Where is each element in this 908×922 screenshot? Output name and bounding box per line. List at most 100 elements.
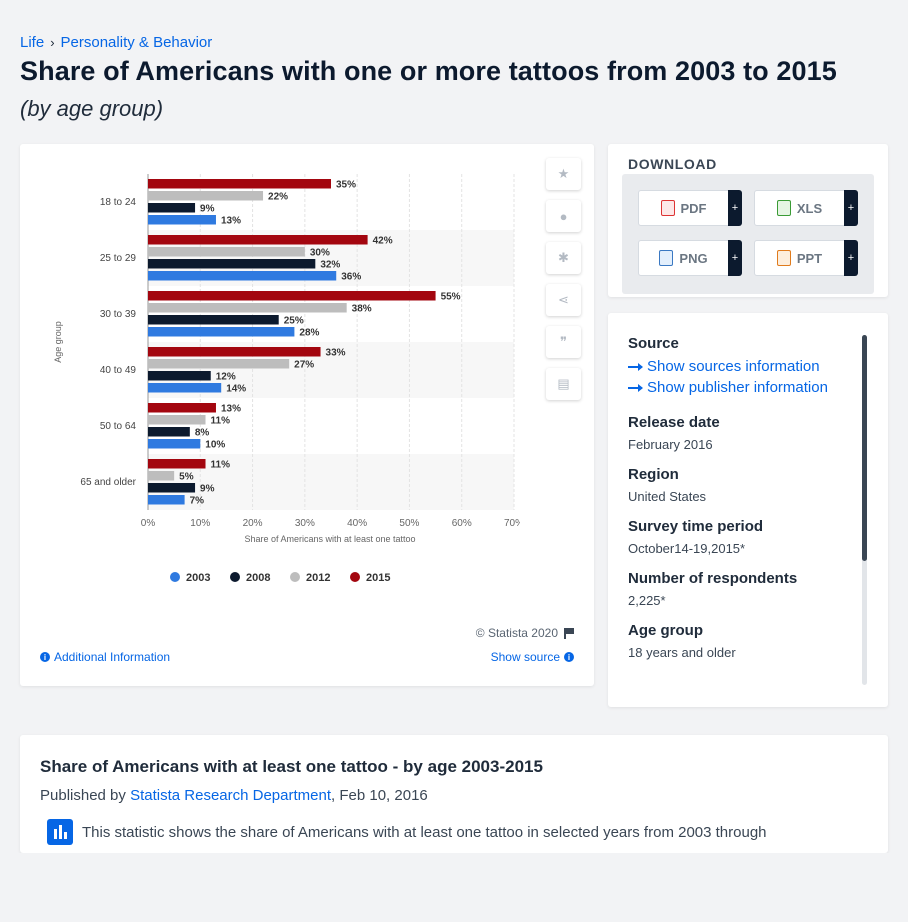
data-label: 5% <box>179 472 194 483</box>
xls-file-icon <box>776 200 791 216</box>
data-label: 8% <box>195 428 210 439</box>
png-file-icon <box>659 250 674 266</box>
download-pdf-button[interactable]: PDF + <box>638 190 742 226</box>
ppt-label: PPT <box>796 250 823 266</box>
data-label: 12% <box>216 372 236 383</box>
ppt-file-icon <box>776 250 791 266</box>
bar-2003 <box>148 271 337 281</box>
data-label: 38% <box>352 304 372 315</box>
show-sources-label: Show sources information <box>647 358 820 375</box>
bar-2008 <box>148 259 316 269</box>
legend-marker <box>350 572 360 582</box>
download-buttons: PDF + XLS + PNG + PPT + <box>622 174 874 294</box>
breadcrumb: Life › Personality & Behavior <box>20 34 212 51</box>
legend-label: 2012 <box>306 572 330 584</box>
settings-gear-icon[interactable]: ✱ <box>546 242 581 274</box>
legend-label: 2008 <box>246 572 270 584</box>
breadcrumb-personality-behavior[interactable]: Personality & Behavior <box>60 34 213 51</box>
share-icon[interactable]: ⋖ <box>546 284 581 316</box>
notification-bell-icon[interactable]: ● <box>546 200 581 232</box>
plus-icon[interactable]: + <box>728 190 742 226</box>
details-scrollbar-thumb[interactable] <box>862 335 867 561</box>
arrow-right-icon <box>628 383 643 392</box>
info-icon: i <box>40 652 50 662</box>
info-icon: i <box>564 652 574 662</box>
data-label: 25% <box>284 316 304 327</box>
download-ppt-button[interactable]: PPT + <box>754 240 858 276</box>
chart-copyright: © Statista 2020 <box>476 626 574 640</box>
page-subtitle: (by age group) <box>20 96 164 121</box>
data-label: 36% <box>341 272 361 283</box>
survey-period-heading: Survey time period <box>628 518 764 535</box>
favorite-star-icon[interactable]: ★ <box>546 158 581 190</box>
bar-2003 <box>148 383 222 393</box>
pdf-file-icon <box>660 200 675 216</box>
breadcrumb-separator: › <box>50 35 55 50</box>
x-tick-label: 0% <box>141 518 156 529</box>
x-tick-label: 40% <box>347 518 367 529</box>
bar-2012 <box>148 191 264 201</box>
report-flag-icon[interactable] <box>564 627 574 639</box>
show-publisher-link[interactable]: Show publisher information <box>628 379 858 396</box>
data-label: 9% <box>200 484 215 495</box>
age-group-value: 18 years and older <box>628 645 736 660</box>
bar-2003 <box>148 439 201 449</box>
release-date-heading: Release date <box>628 414 720 431</box>
plus-icon[interactable]: + <box>728 240 742 276</box>
arrow-right-icon <box>628 362 643 371</box>
category-label: 30 to 39 <box>100 309 137 320</box>
bar-2015 <box>148 459 206 469</box>
bar-chart: 0% 10% 20% 30% 40% 50% 60% 70% 18 to 24 35% 22% 9% 1… <box>53 174 520 584</box>
download-card: DOWNLOAD PDF + XLS + PNG + PPT + <box>608 144 888 297</box>
x-tick-label: 10% <box>190 518 210 529</box>
bar-2008 <box>148 427 190 437</box>
data-label: 10% <box>205 440 225 451</box>
published-by-label: Published by <box>40 787 126 804</box>
download-xls-button[interactable]: XLS + <box>754 190 858 226</box>
category-label: 25 to 29 <box>100 253 137 264</box>
description-title: Share of Americans with at least one tat… <box>40 757 543 776</box>
breadcrumb-life[interactable]: Life <box>20 34 45 51</box>
download-title: DOWNLOAD <box>628 156 717 172</box>
print-icon[interactable]: ▤ <box>546 368 581 400</box>
data-label: 22% <box>268 192 288 203</box>
bar-2008 <box>148 315 279 325</box>
plus-icon[interactable]: + <box>844 240 858 276</box>
legend-marker <box>230 572 240 582</box>
show-sources-link[interactable]: Show sources information <box>628 358 858 375</box>
pdf-label: PDF <box>680 200 707 216</box>
data-label: 55% <box>441 292 461 303</box>
legend-marker <box>170 572 180 582</box>
show-source-label: Show source <box>490 650 560 664</box>
additional-information-link[interactable]: i Additional Information <box>40 650 170 664</box>
page-title: Share of Americans with one or more tatt… <box>20 56 837 86</box>
plus-icon[interactable]: + <box>844 190 858 226</box>
data-label: 32% <box>320 260 340 271</box>
bar-2015 <box>148 291 436 301</box>
bar-2012 <box>148 471 175 481</box>
statistic-details-card: Source Show sources information Show pub… <box>608 313 888 707</box>
bar-2015 <box>148 403 216 413</box>
data-label: 35% <box>336 180 356 191</box>
data-label: 7% <box>190 496 205 507</box>
description-text: This statistic shows the share of Americ… <box>82 824 767 841</box>
data-label: 11% <box>211 460 231 471</box>
publisher-link[interactable]: Statista Research Department <box>130 787 332 804</box>
data-label: 28% <box>299 328 319 339</box>
data-label: 13% <box>221 404 241 415</box>
details-scrollbar[interactable] <box>862 335 867 685</box>
respondents-value: 2,225* <box>628 593 666 608</box>
data-label: 30% <box>310 248 330 259</box>
legend-marker <box>290 572 300 582</box>
page-footer-band <box>0 853 908 922</box>
x-tick-label: 30% <box>295 518 315 529</box>
release-date-value: February 2016 <box>628 437 713 452</box>
chart-card: 0% 10% 20% 30% 40% 50% 60% 70% 18 to 24 35% 22% 9% 1… <box>20 144 594 686</box>
cite-quote-icon[interactable]: ❞ <box>546 326 581 358</box>
category-label: 18 to 24 <box>100 197 137 208</box>
legend-label: 2015 <box>366 572 390 584</box>
show-source-link[interactable]: Show source i <box>491 650 574 664</box>
description-card: Share of Americans with at least one tat… <box>20 735 888 853</box>
survey-period-value: October14-19,2015* <box>628 541 746 556</box>
download-png-button[interactable]: PNG + <box>638 240 742 276</box>
